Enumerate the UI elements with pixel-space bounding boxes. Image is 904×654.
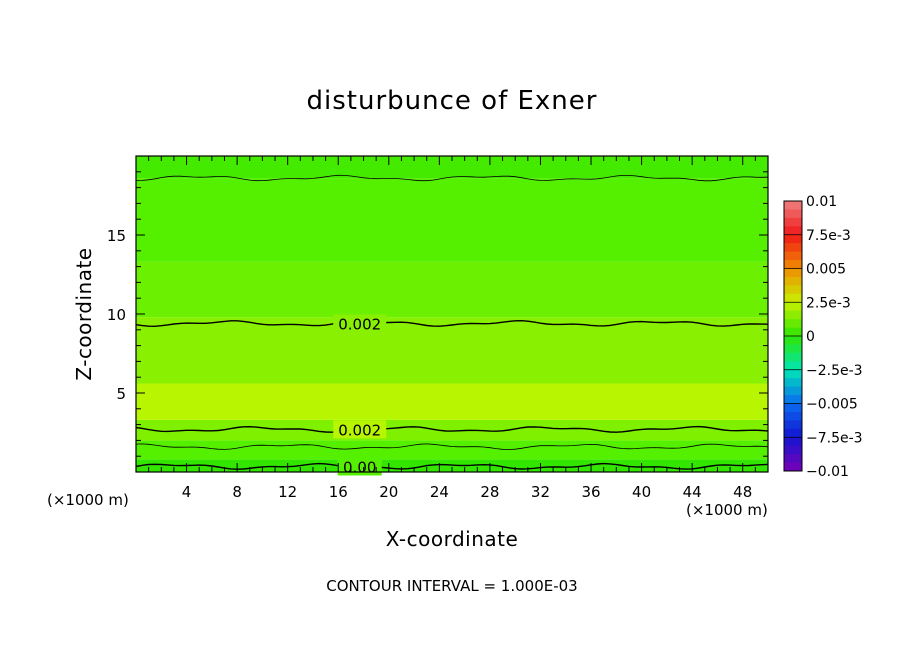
colorbar-swatch xyxy=(784,411,802,421)
x-tick-label: 12 xyxy=(278,483,297,501)
colorbar-swatch xyxy=(784,369,802,379)
colorbar-swatch xyxy=(784,454,802,464)
fill-band xyxy=(136,440,768,460)
contour-label-bg xyxy=(337,457,382,476)
chart-title: disturbunce of Exner xyxy=(306,86,598,116)
contour-label: 0.002 xyxy=(338,315,381,333)
colorbar-swatch xyxy=(784,378,802,388)
colorbar-swatch xyxy=(784,234,802,244)
x-tick-label: 44 xyxy=(683,483,702,501)
x-tick-label: 40 xyxy=(632,483,651,501)
colorbar-swatch xyxy=(784,209,802,219)
colorbar-swatch xyxy=(784,420,802,430)
colorbar-swatch xyxy=(784,386,802,396)
colorbar-swatch xyxy=(784,302,802,312)
colorbar-label: −0.01 xyxy=(806,464,849,480)
colorbar-swatch xyxy=(784,293,802,303)
x-tick-label: 16 xyxy=(329,483,348,501)
contour-line xyxy=(135,174,769,182)
x-unit-label-left: (×1000 m) xyxy=(47,491,129,509)
colorbar-swatch xyxy=(784,319,802,329)
colorbar-swatch xyxy=(784,437,802,447)
colorbar-swatch xyxy=(784,251,802,261)
contour-line xyxy=(135,319,769,328)
fill-band xyxy=(136,419,768,441)
fill-band xyxy=(136,261,768,318)
colorbar-swatch xyxy=(784,276,802,286)
colorbar-swatch xyxy=(784,310,802,320)
colorbar-swatch xyxy=(784,395,802,404)
colorbar-swatch xyxy=(784,445,802,455)
x-tick-label: 36 xyxy=(581,483,600,501)
x-axis-label: X-coordinate xyxy=(385,527,519,551)
x-tick-label: 20 xyxy=(379,483,398,501)
fill-band xyxy=(136,317,768,384)
x-tick-label: 48 xyxy=(733,483,752,501)
colorbar-label: −0.005 xyxy=(806,397,858,413)
colorbar-swatch xyxy=(784,352,802,362)
contour-label: 0.002 xyxy=(338,421,381,439)
colorbar-label: 0.005 xyxy=(806,262,846,278)
contour-line xyxy=(135,425,769,433)
colorbar-swatch xyxy=(784,268,802,278)
colorbar-swatch xyxy=(784,361,802,371)
x-unit-label-right: (×1000 m) xyxy=(686,501,768,519)
contour-label: 0.00 xyxy=(343,458,376,476)
contour-label-bg xyxy=(333,314,387,333)
colorbar-label: 7.5e-3 xyxy=(806,228,851,244)
colorbar-swatch xyxy=(784,327,802,337)
x-tick-label: 8 xyxy=(232,483,242,501)
colorbar-label: 0 xyxy=(806,329,815,345)
contour-line xyxy=(135,462,769,470)
colorbar-swatch xyxy=(784,260,802,269)
x-tick-label: 24 xyxy=(430,483,449,501)
y-tick-label: 5 xyxy=(116,385,126,403)
fill-band xyxy=(136,156,768,179)
colorbar-swatch xyxy=(784,201,802,210)
x-tick-label: 4 xyxy=(182,483,192,501)
contour-label-bg xyxy=(333,420,387,439)
x-tick-label: 28 xyxy=(480,483,499,501)
fill-band xyxy=(136,383,768,420)
x-axis: 4 8 12 16 20 24 28 32 36 40 44 48 xyxy=(135,156,769,501)
y-axis-label: Z-coordinate xyxy=(72,247,96,381)
fill-bands xyxy=(136,156,768,472)
y-tick-label: 15 xyxy=(107,227,126,245)
y-tick-label: 10 xyxy=(107,306,126,324)
contour-interval-note: CONTOUR INTERVAL = 1.000E-03 xyxy=(326,577,578,595)
colorbar-swatch xyxy=(784,285,802,295)
colorbar-swatch xyxy=(784,226,802,236)
y-axis: 5 10 15 xyxy=(107,171,768,457)
colorbar-swatch xyxy=(784,243,802,253)
colorbar: 0.01 7.5e-3 0.005 2.5e-3 0 −2.5e-3 −0.005 −7.5e… xyxy=(783,194,863,480)
colorbar-label: 2.5e-3 xyxy=(806,295,851,311)
colorbar-label: 0.01 xyxy=(806,194,837,210)
x-tick-label: 32 xyxy=(531,483,550,501)
colorbar-swatch xyxy=(784,336,802,345)
colorbar-swatch xyxy=(784,403,802,413)
colorbar-swatch xyxy=(784,428,802,438)
colorbar-label: −7.5e-3 xyxy=(806,430,863,446)
fill-band xyxy=(136,178,768,262)
colorbar-label: −2.5e-3 xyxy=(806,363,863,379)
colorbar-swatch xyxy=(784,217,802,227)
colorbar-swatch xyxy=(784,462,802,472)
colorbar-swatch xyxy=(784,344,802,354)
contour-line xyxy=(135,443,769,450)
